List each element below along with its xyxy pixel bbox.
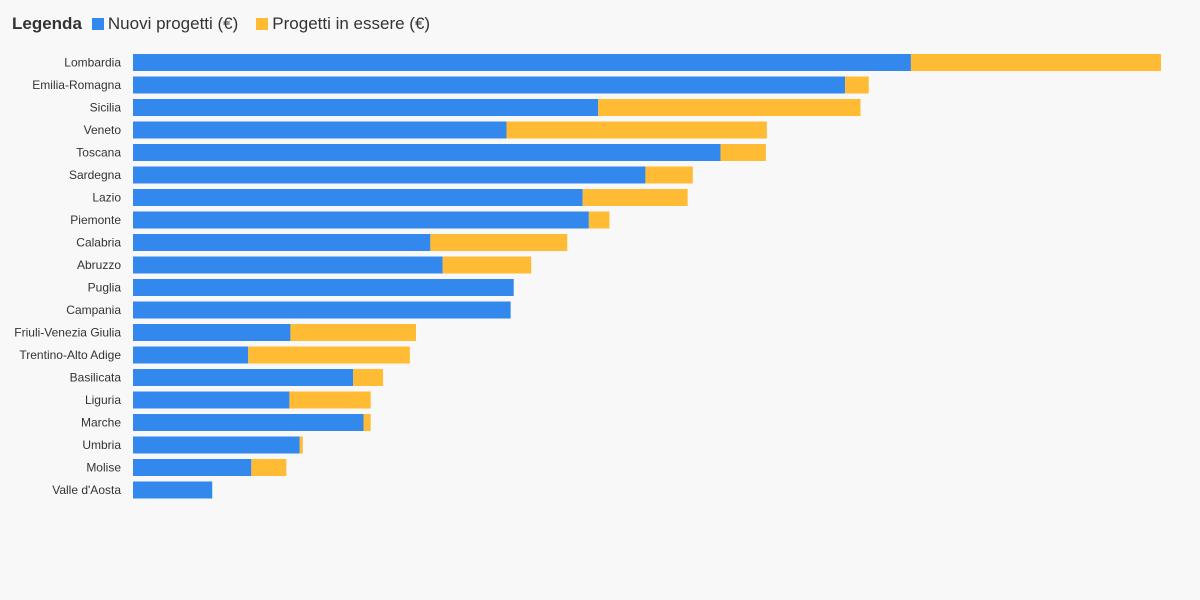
category-label-veneto: Veneto (84, 123, 122, 137)
category-label-marche: Marche (81, 416, 121, 430)
bar-piemonte-nuovi-progetti[interactable] (133, 211, 589, 229)
bar-abruzzo-progetti-in-essere[interactable] (442, 256, 532, 274)
legend-title: Legenda (12, 14, 82, 33)
category-label-friuli-venezia-giulia: Friuli-Venezia Giulia (14, 326, 121, 340)
bar-sardegna-nuovi-progetti[interactable] (133, 166, 646, 184)
bar-lazio-nuovi-progetti[interactable] (133, 189, 583, 206)
bars (133, 54, 1161, 499)
bar-sardegna-progetti-in-essere[interactable] (645, 166, 693, 184)
bar-toscana-nuovi-progetti[interactable] (133, 144, 721, 161)
legend-swatch-nuovi-progetti (91, 18, 104, 30)
bar-liguria-progetti-in-essere[interactable] (289, 391, 371, 409)
bar-molise-progetti-in-essere[interactable] (251, 459, 287, 476)
category-label-toscana: Toscana (76, 146, 121, 160)
bar-basilicata-progetti-in-essere[interactable] (353, 369, 384, 386)
bar-friuli-venezia-giulia-progetti-in-essere[interactable] (290, 324, 416, 341)
bar-friuli-venezia-giulia-nuovi-progetti[interactable] (133, 324, 291, 341)
bar-marche-progetti-in-essere[interactable] (363, 414, 371, 431)
category-label-lombardia: Lombardia (64, 56, 121, 70)
bar-piemonte-progetti-in-essere[interactable] (588, 211, 610, 229)
category-label-liguria: Liguria (85, 393, 121, 407)
legend-label-progetti-in-essere: Progetti in essere (€) (272, 14, 431, 33)
bar-veneto-nuovi-progetti[interactable] (133, 121, 507, 139)
category-label-basilicata: Basilicata (70, 371, 122, 385)
bar-umbria-nuovi-progetti[interactable] (133, 436, 300, 454)
category-label-molise: Molise (86, 461, 121, 475)
bar-liguria-nuovi-progetti[interactable] (133, 391, 290, 409)
category-label-campania: Campania (66, 303, 121, 317)
category-label-sicilia: Sicilia (90, 101, 122, 115)
category-label-piemonte: Piemonte (70, 213, 121, 227)
category-label-puglia: Puglia (88, 281, 122, 295)
category-label-sardegna: Sardegna (69, 168, 121, 182)
legend-swatch-progetti-in-essere (256, 18, 269, 30)
bar-calabria-nuovi-progetti[interactable] (133, 234, 431, 251)
bar-valle-d-aosta-nuovi-progetti[interactable] (133, 481, 213, 499)
category-label-valle-d-aosta: Valle d'Aosta (52, 483, 121, 497)
bar-toscana-progetti-in-essere[interactable] (720, 144, 766, 161)
bar-lombardia-progetti-in-essere[interactable] (910, 54, 1161, 71)
bar-marche-nuovi-progetti[interactable] (133, 414, 364, 431)
legend-label-nuovi-progetti: Nuovi progetti (€) (107, 14, 239, 33)
bar-emilia-romagna-nuovi-progetti[interactable] (133, 76, 846, 94)
bar-trentino-alto-adige-nuovi-progetti[interactable] (133, 346, 249, 364)
bar-veneto-progetti-in-essere[interactable] (506, 121, 767, 139)
legend-item-progetti-in-essere[interactable]: Progetti in essere (€) (256, 14, 430, 34)
category-label-trentino-alto-adige: Trentino-Alto Adige (19, 348, 121, 362)
bar-emilia-romagna-progetti-in-essere[interactable] (845, 76, 869, 94)
legend: Legenda Nuovi progetti (€) Progetti in e… (12, 13, 442, 35)
bar-puglia-nuovi-progetti[interactable] (133, 279, 514, 296)
bar-sicilia-progetti-in-essere[interactable] (598, 99, 861, 116)
bar-campania-nuovi-progetti[interactable] (133, 301, 511, 319)
bar-calabria-progetti-in-essere[interactable] (430, 234, 568, 251)
bar-umbria-progetti-in-essere[interactable] (299, 436, 303, 454)
category-label-umbria: Umbria (82, 438, 121, 452)
category-labels: Lombardia Emilia-Romagna Sicilia Veneto Tosc… (14, 56, 121, 498)
category-label-emilia-romagna: Emilia-Romagna (32, 78, 121, 92)
bar-lombardia-nuovi-progetti[interactable] (133, 54, 911, 71)
bar-basilicata-nuovi-progetti[interactable] (133, 369, 354, 386)
category-label-abruzzo: Abruzzo (77, 258, 121, 272)
bar-trentino-alto-adige-progetti-in-essere[interactable] (248, 346, 410, 364)
bar-molise-nuovi-progetti[interactable] (133, 459, 252, 476)
category-label-calabria: Calabria (76, 236, 121, 250)
legend-item-nuovi-progetti[interactable]: Nuovi progetti (€) (91, 14, 239, 34)
bar-abruzzo-nuovi-progetti[interactable] (133, 256, 443, 274)
bar-lazio-progetti-in-essere[interactable] (582, 189, 688, 206)
bar-sicilia-nuovi-progetti[interactable] (133, 99, 599, 116)
category-label-lazio: Lazio (92, 191, 121, 205)
